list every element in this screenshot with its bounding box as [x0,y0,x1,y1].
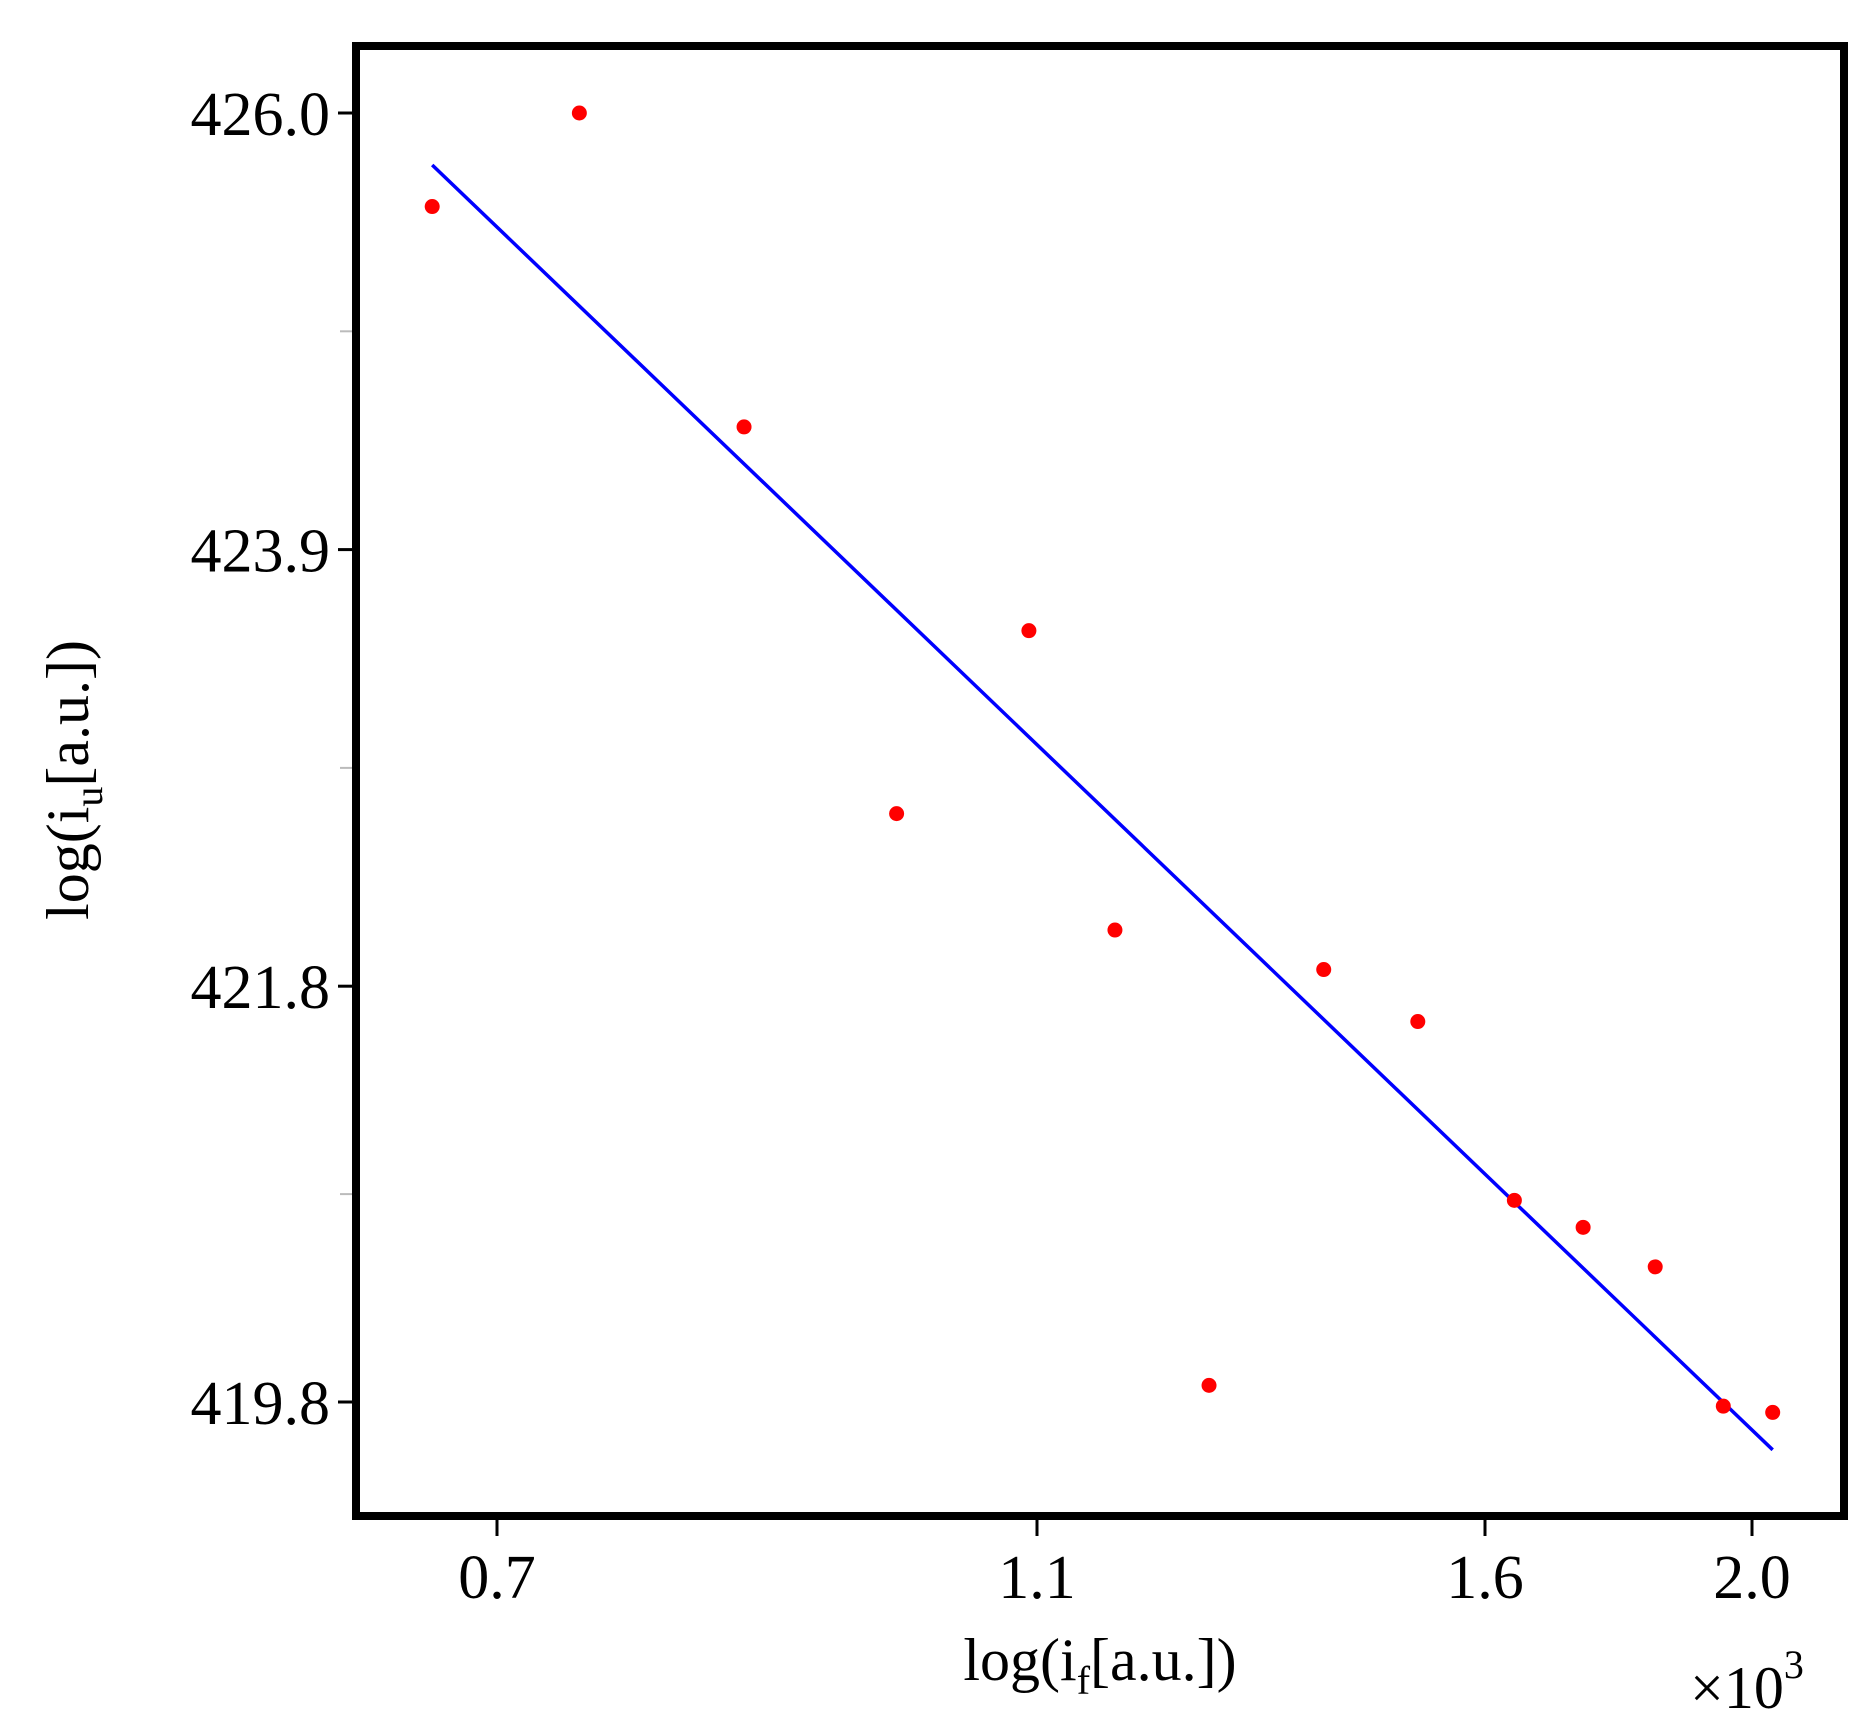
data-point-14 [1765,1404,1781,1420]
x-axis-multiplier: ×103 [1690,1642,1804,1721]
data-point-2 [571,105,587,121]
data-point-5 [1021,623,1037,639]
x-axis-ticks: 0.7 1.1 1.6 2.0 [458,1520,1791,1612]
fit-line [430,163,1774,1452]
data-point-1 [424,199,440,215]
y-tick-label-4: 419.8 [191,1370,331,1438]
x-tick-label-4: 2.0 [1713,1544,1791,1612]
data-point-11 [1575,1219,1591,1235]
y-axis-minor-ticks [340,330,352,1196]
data-point-6 [1107,922,1123,938]
y-tick-label-1: 426.0 [191,81,331,149]
x-tick-label-3: 1.6 [1446,1544,1524,1612]
data-point-10 [1506,1192,1522,1208]
data-points [424,105,1781,1420]
data-point-12 [1647,1259,1663,1275]
y-axis-ticks: 426.0 423.9 421.8 419.8 [191,81,352,1438]
x-axis-label: log(if[a.u.]) [963,1627,1236,1703]
data-point-13 [1715,1398,1731,1414]
data-point-8 [1316,962,1332,978]
x-tick-label-2: 1.1 [998,1544,1076,1612]
data-point-7 [1201,1377,1217,1393]
y-axis-label: log(iu[a.u.]) [35,640,111,920]
x-tick-label-1: 0.7 [458,1544,536,1612]
plot-frame [352,42,1848,1520]
y-tick-label-3: 421.8 [191,954,331,1022]
y-tick-label-2: 423.9 [191,518,331,586]
data-point-9 [1410,1014,1426,1030]
data-point-4 [889,806,905,822]
data-point-3 [736,419,752,435]
